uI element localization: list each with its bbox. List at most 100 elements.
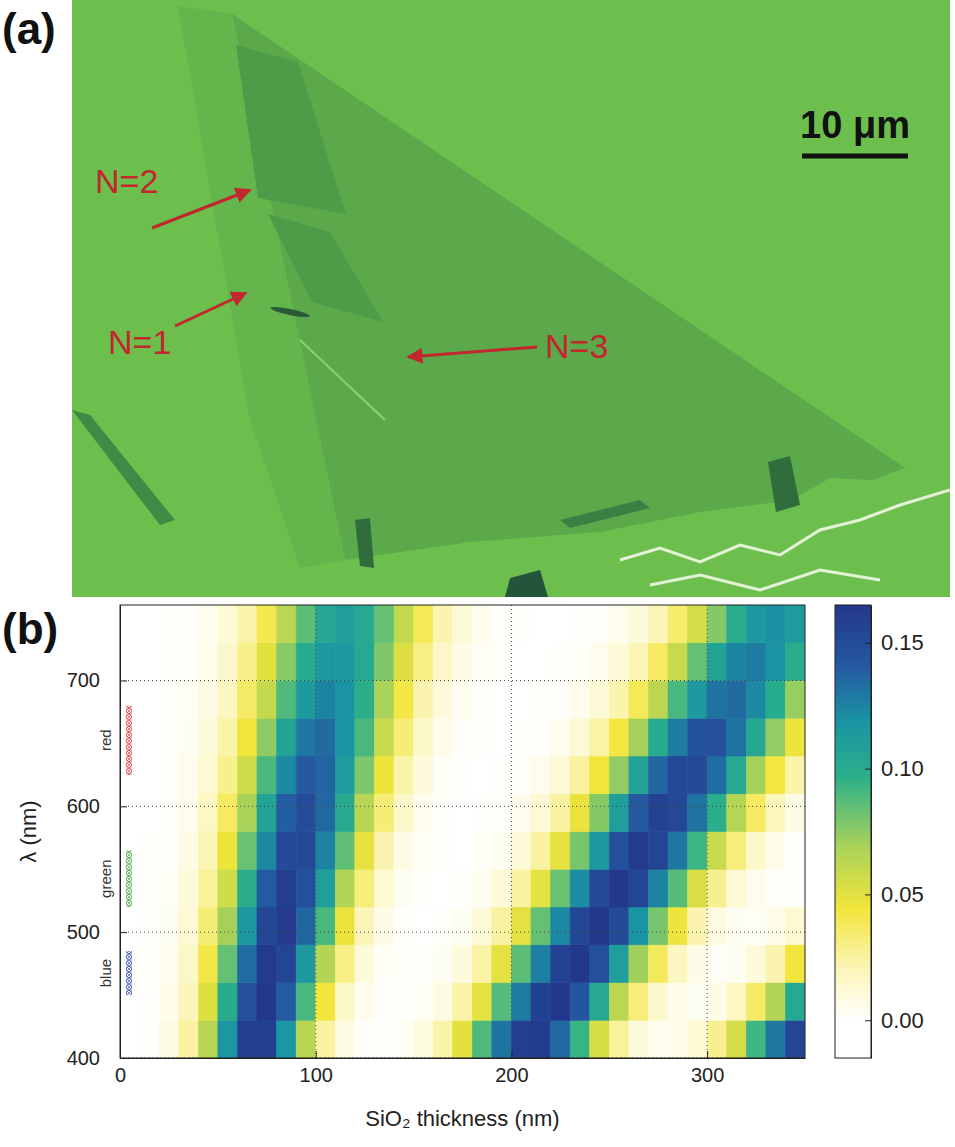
heatmap-cell [590, 945, 610, 983]
heatmap-cell [551, 983, 571, 1021]
heatmap-cell [746, 605, 766, 643]
heatmap-cell [277, 756, 297, 794]
heatmap-cell [179, 756, 199, 794]
heatmap-cell [511, 605, 531, 643]
heatmap-cell [727, 643, 747, 681]
heatmap-cell [531, 869, 551, 907]
heatmap-cell [609, 945, 629, 983]
heatmap-cell [472, 605, 492, 643]
heatmap-cell [629, 605, 649, 643]
heatmap-cell [414, 907, 434, 945]
heatmap-cell [531, 1020, 551, 1058]
colorbar-tick: 0.15 [865, 630, 924, 655]
heatmap-cell [648, 681, 668, 719]
heatmap-cell [688, 605, 708, 643]
heatmap-cell [688, 869, 708, 907]
heatmap-cell [609, 756, 629, 794]
heatmap-cell [746, 945, 766, 983]
heatmap-cell [453, 832, 473, 870]
heatmap-cell [237, 907, 257, 945]
heatmap-cell [198, 1020, 218, 1058]
heatmap-cell [570, 945, 590, 983]
heatmap-cell [511, 1020, 531, 1058]
heatmap-cell [707, 681, 727, 719]
y-axis: 400500600700 [67, 606, 127, 1069]
streak [72, 410, 175, 525]
heatmap-cell [707, 832, 727, 870]
heatmap-cell [179, 983, 199, 1021]
heatmap-cell [453, 643, 473, 681]
heatmap-cell [746, 1020, 766, 1058]
heatmap-cell [237, 681, 257, 719]
heatmap-cell [590, 605, 610, 643]
heatmap-cell [335, 907, 355, 945]
heatmap-cell [277, 605, 297, 643]
heatmap-cell [179, 718, 199, 756]
y-tick-label: 500 [67, 921, 100, 943]
heatmap-cell [198, 945, 218, 983]
heatmap-cell [551, 681, 571, 719]
heatmap-cell [179, 1020, 199, 1058]
heatmap-cell [629, 718, 649, 756]
heatmap-cell [648, 643, 668, 681]
heatmap-cell [531, 832, 551, 870]
heatmap-cell [296, 832, 316, 870]
heatmap-cell [335, 643, 355, 681]
heatmap-cell [355, 756, 375, 794]
heatmap-cell [746, 718, 766, 756]
x-tick: 200 [495, 1051, 528, 1086]
heatmap-cell [472, 718, 492, 756]
heatmap-cell [414, 983, 434, 1021]
fold [300, 340, 385, 420]
heatmap-cell [296, 869, 316, 907]
grid-line-x [707, 605, 708, 1058]
heatmap-cell [492, 983, 512, 1021]
y-tick-mark [120, 806, 127, 807]
heatmap-cell [316, 756, 336, 794]
heatmap-cell [688, 1020, 708, 1058]
heatmap-cell [707, 1020, 727, 1058]
heatmap-cell [472, 681, 492, 719]
heatmap-cell [511, 756, 531, 794]
heatmap-cell [688, 756, 708, 794]
heatmap-cell [140, 983, 160, 1021]
heatmap-cell [296, 756, 316, 794]
heatmap-cell [355, 945, 375, 983]
heatmap-cell [727, 1020, 747, 1058]
heatmap-cell [531, 794, 551, 832]
colorbar-tick-label: 0.10 [881, 756, 924, 781]
heatmap-cell [394, 681, 414, 719]
colorbar-tick-label: 0.15 [881, 630, 924, 655]
heatmap-cell [355, 718, 375, 756]
heatmap-cell [159, 718, 179, 756]
heatmap-cell [237, 794, 257, 832]
x-axis-line [121, 1058, 806, 1059]
heatmap-cell [237, 832, 257, 870]
heatmap-cell [355, 983, 375, 1021]
heatmap-cell [335, 832, 355, 870]
heatmap-cell [472, 794, 492, 832]
heatmap-cell [394, 643, 414, 681]
heatmap-cell [570, 869, 590, 907]
x-tick: 300 [691, 1051, 724, 1086]
heatmap-cell [766, 718, 786, 756]
heatmap-cell [707, 756, 727, 794]
thick-piece [505, 570, 548, 597]
heatmap-cell [335, 718, 355, 756]
heatmap-cell [355, 869, 375, 907]
heatmap-cell [746, 643, 766, 681]
heatmap-cell [727, 869, 747, 907]
heatmap-cell [707, 794, 727, 832]
heatmap-cell [433, 605, 453, 643]
heatmap-cell [414, 605, 434, 643]
heatmap-cell [218, 605, 238, 643]
heatmap-cell [648, 718, 668, 756]
heatmap-cell [237, 983, 257, 1021]
heatmap-cell [766, 794, 786, 832]
heatmap-cell [785, 794, 805, 832]
heatmap-cell [570, 983, 590, 1021]
heatmap-cell [766, 681, 786, 719]
heatmap-cell [511, 945, 531, 983]
heatmap-cell [414, 794, 434, 832]
colorbar-tick-label: 0.00 [881, 1008, 924, 1033]
